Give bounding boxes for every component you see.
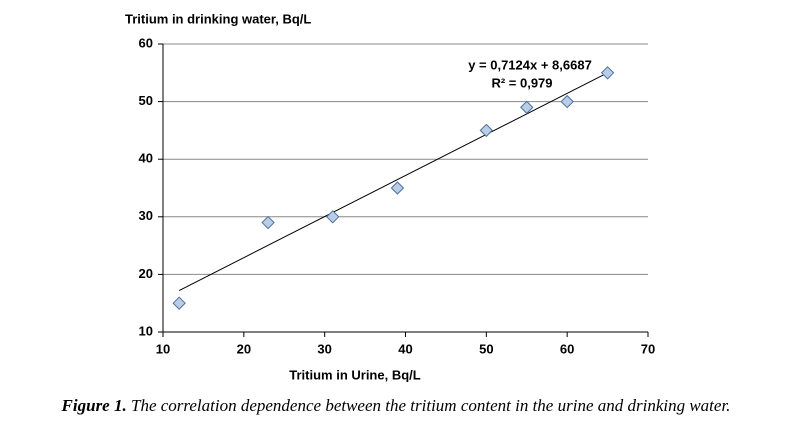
y-tick-label: 30 xyxy=(139,208,153,223)
x-axis-label: Tritium in Urine, Bq/L xyxy=(289,367,421,382)
chart-title: Tritium in drinking water, Bq/L xyxy=(125,11,311,26)
y-tick-label: 20 xyxy=(139,266,153,281)
y-tick-label: 10 xyxy=(139,323,153,338)
point xyxy=(600,66,615,80)
equation: y = 0,7124x + 8,6687 xyxy=(468,57,592,72)
x-tick-label: 10 xyxy=(156,341,170,356)
x-tick-label: 60 xyxy=(560,341,574,356)
caption-label: Figure 1. xyxy=(61,396,127,415)
x-tick-label: 50 xyxy=(479,341,493,356)
caption: Figure 1. The correlation dependence bet… xyxy=(61,396,731,415)
trendline xyxy=(178,72,608,291)
point xyxy=(326,210,340,224)
y-tick-label: 50 xyxy=(139,93,153,108)
point xyxy=(390,181,405,195)
point xyxy=(479,123,494,138)
x-tick-label: 20 xyxy=(237,341,251,356)
x-tick-label: 40 xyxy=(398,341,412,356)
point xyxy=(520,100,534,115)
r-squared: R² = 0,979 xyxy=(491,75,552,90)
point xyxy=(261,215,275,230)
x-tick-label: 70 xyxy=(641,341,655,356)
caption-text: The correlation dependence between the t… xyxy=(131,396,730,415)
point xyxy=(560,94,574,109)
y-tick-label: 40 xyxy=(139,151,153,166)
x-tick-label: 30 xyxy=(317,341,331,356)
point xyxy=(172,296,186,310)
y-tick-label: 60 xyxy=(139,35,153,50)
